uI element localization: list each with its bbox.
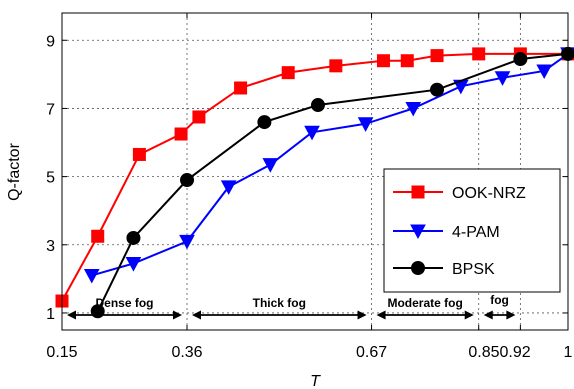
data-point-ook-nrz <box>329 59 343 73</box>
x-tick-label: 0.36 <box>171 344 202 361</box>
data-point-4-pam <box>405 101 422 117</box>
data-point-4-pam <box>179 234 195 250</box>
data-point-4-pam <box>536 64 553 80</box>
data-point-bpsk <box>180 173 195 188</box>
data-point-4-pam <box>262 158 279 173</box>
region-label: Thick fog <box>253 296 306 310</box>
data-point-ook-nrz <box>174 127 188 141</box>
region-arrow-head-right <box>357 310 367 320</box>
data-point-bpsk <box>90 304 105 319</box>
y-tick-label: 9 <box>46 33 55 50</box>
series-4-pam <box>83 47 574 284</box>
data-point-ook-nrz <box>281 66 295 80</box>
region-arrow-head-left <box>483 310 493 320</box>
axis-ticks: 1 3 5 7 9 0.15 0.36 0.67 0.850.92 1 <box>46 13 573 361</box>
series-ook-nrz <box>55 47 574 308</box>
series-line-ook-nrz <box>61 52 568 302</box>
y-tick-label: 7 <box>46 101 55 118</box>
series-layer <box>55 46 574 319</box>
y-tick-label: 3 <box>46 238 55 255</box>
series-line-4-pam <box>91 53 569 277</box>
data-point-bpsk <box>513 52 528 67</box>
region-arrow-head-left <box>376 310 386 320</box>
data-point-4-pam <box>83 268 100 284</box>
data-point-4-pam <box>220 180 237 195</box>
data-point-ook-nrz <box>192 110 206 124</box>
region-label: Dense fog <box>95 296 153 310</box>
data-point-ook-nrz <box>472 47 486 61</box>
data-point-ook-nrz <box>376 54 390 68</box>
data-point-ook-nrz <box>91 229 105 243</box>
x-tick-label: 1 <box>564 344 573 361</box>
region-arrow-head-right <box>173 310 183 320</box>
series-bpsk <box>90 46 574 319</box>
legend-label-ook-nrz: OOK-NRZ <box>452 185 526 202</box>
data-point-ook-nrz <box>430 49 444 63</box>
data-point-4-pam <box>357 117 374 132</box>
x-tick-label: 0.850.92 <box>468 344 530 361</box>
data-point-ook-nrz <box>132 147 146 161</box>
data-point-bpsk <box>310 98 325 113</box>
y-tick-label: 1 <box>46 306 55 323</box>
legend-label-4-pam: 4-PAM <box>452 224 500 241</box>
y-axis-label: Q-factor <box>6 142 23 200</box>
data-point-4-pam <box>494 71 511 86</box>
data-point-4-pam <box>125 257 142 272</box>
data-point-bpsk <box>430 82 445 97</box>
legend-label-bpsk: BPSK <box>452 261 495 278</box>
y-tick-label: 5 <box>46 170 55 187</box>
plot-frame <box>61 12 569 331</box>
region-arrow-head-left <box>192 310 202 320</box>
legend: OOK-NRZ 4-PAM BPSK <box>383 168 561 293</box>
region-arrow-head-left <box>67 310 76 320</box>
region-arrow-head-right <box>506 310 516 320</box>
data-point-bpsk <box>126 230 141 245</box>
legend-marker-4-pam <box>410 224 426 240</box>
series-line-bpsk <box>96 52 569 312</box>
x-tick-label: 0.67 <box>356 344 387 361</box>
x-tick-label: 0.15 <box>46 344 77 361</box>
region-label: Moderate fog <box>387 296 462 310</box>
data-point-ook-nrz <box>400 54 414 68</box>
x-axis-label: T <box>310 373 321 389</box>
data-point-bpsk <box>257 115 272 130</box>
data-point-4-pam <box>304 125 320 141</box>
region-arrow-head-right <box>464 310 474 320</box>
legend-marker-ook-nrz <box>411 185 425 199</box>
data-point-ook-nrz <box>234 81 248 95</box>
legend-marker-bpsk <box>411 261 425 275</box>
